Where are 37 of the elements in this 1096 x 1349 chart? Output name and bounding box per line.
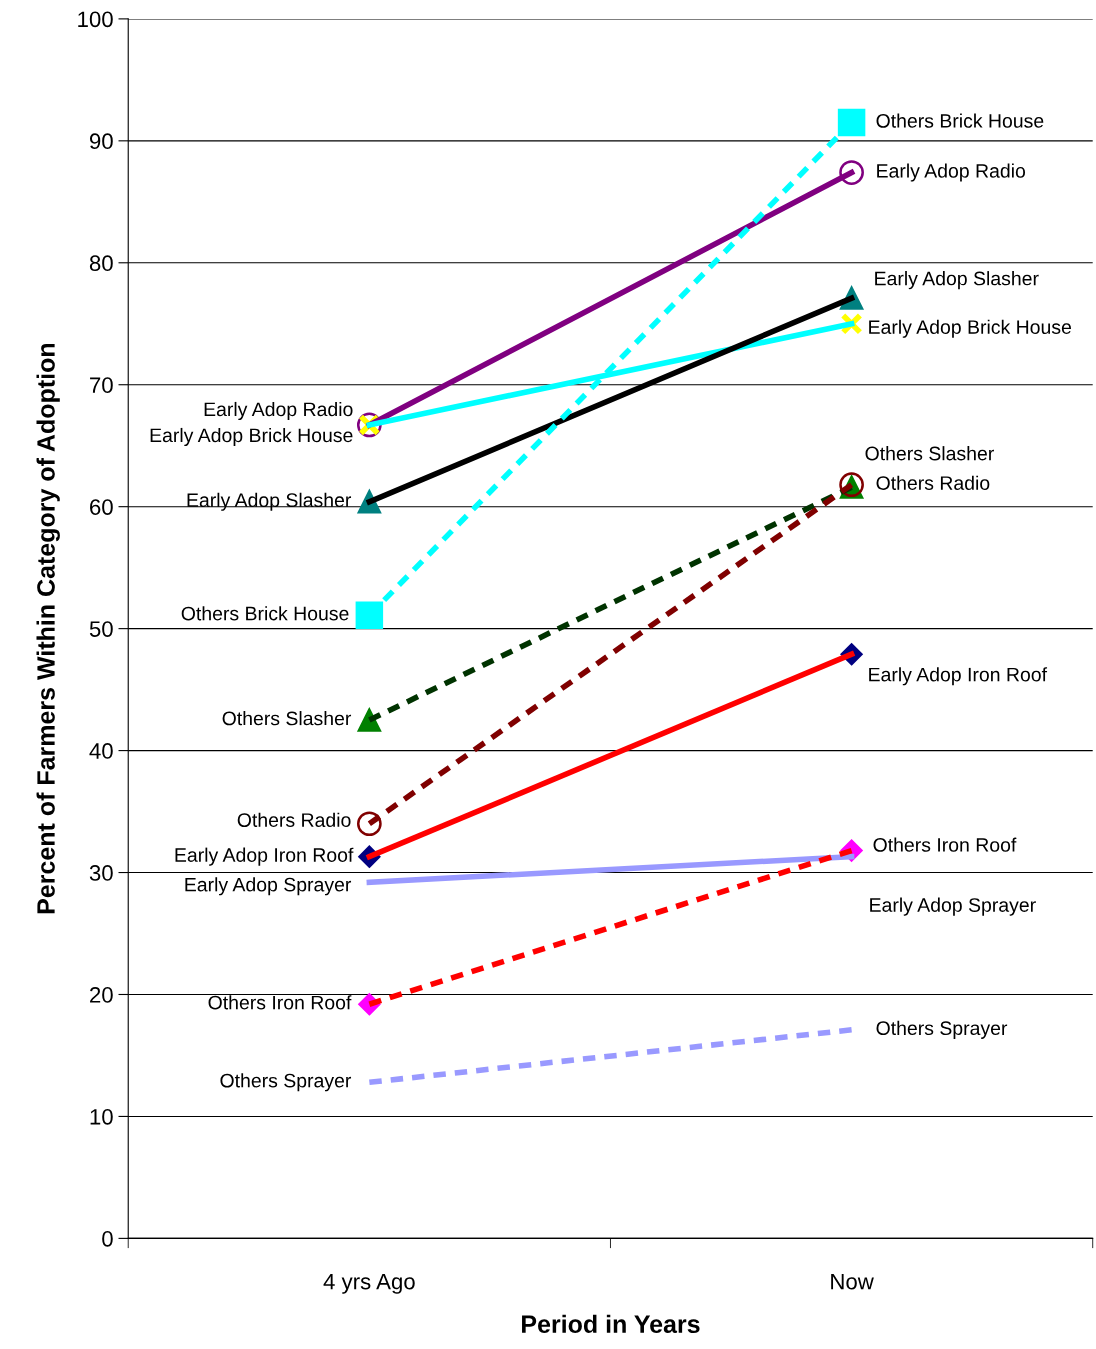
text: Others Slasher bbox=[865, 446, 994, 461]
y-tick-label: 30 bbox=[89, 865, 113, 881]
y-tick-label: 50 bbox=[89, 621, 113, 637]
y-tick-label: 20 bbox=[90, 987, 113, 1003]
series-label: Early Adop Sprayer bbox=[185, 877, 352, 896]
text: Others Iron Roof bbox=[873, 837, 1017, 852]
y-tick-label: 80 bbox=[89, 255, 113, 272]
y-axis-title: Percent of Farmers Within Category of Adoption bbox=[36, 343, 60, 914]
series-label: Others Slasher bbox=[222, 711, 352, 726]
point bbox=[355, 601, 384, 629]
x-tick-label: Now bbox=[831, 1273, 874, 1290]
series-label: Others Iron Roof bbox=[208, 995, 352, 1010]
series-label: Others Sprayer bbox=[220, 1073, 352, 1092]
y-tick-label: 0 bbox=[102, 1230, 113, 1247]
text: Early Adop Slasher bbox=[875, 271, 1039, 290]
text: Early Adop Brick House bbox=[869, 319, 1071, 338]
point bbox=[356, 811, 382, 837]
text: Early Adop Iron Roof bbox=[869, 667, 1048, 686]
y-tick-label: 90 bbox=[89, 133, 113, 150]
x-axis-title: Period in Years bbox=[522, 1314, 700, 1334]
series-label: Others Radio bbox=[237, 812, 351, 827]
series-label: Early Adop Brick House bbox=[150, 427, 353, 447]
y-tick-label: 40 bbox=[89, 743, 113, 759]
point bbox=[839, 160, 864, 185]
series-label: Early Adop Iron Roof bbox=[175, 847, 354, 866]
text: Early Adop Sprayer bbox=[870, 897, 1036, 916]
y-tick-label: 100 bbox=[78, 11, 113, 28]
text: Early Adop Radio bbox=[877, 163, 1026, 182]
text: Others Radio bbox=[876, 475, 990, 490]
x-tick-label: 4 yrs Ago bbox=[323, 1273, 415, 1294]
y-tick-label: 60 bbox=[90, 499, 113, 515]
y-tick-label: 10 bbox=[90, 1108, 113, 1125]
series-label: Early Adop Radio bbox=[204, 401, 353, 421]
series-label: Others Brick House bbox=[181, 606, 349, 621]
text: Others Brick House bbox=[876, 113, 1044, 128]
text: Others Sprayer bbox=[876, 1020, 1008, 1039]
y-tick-label: 70 bbox=[90, 377, 113, 394]
